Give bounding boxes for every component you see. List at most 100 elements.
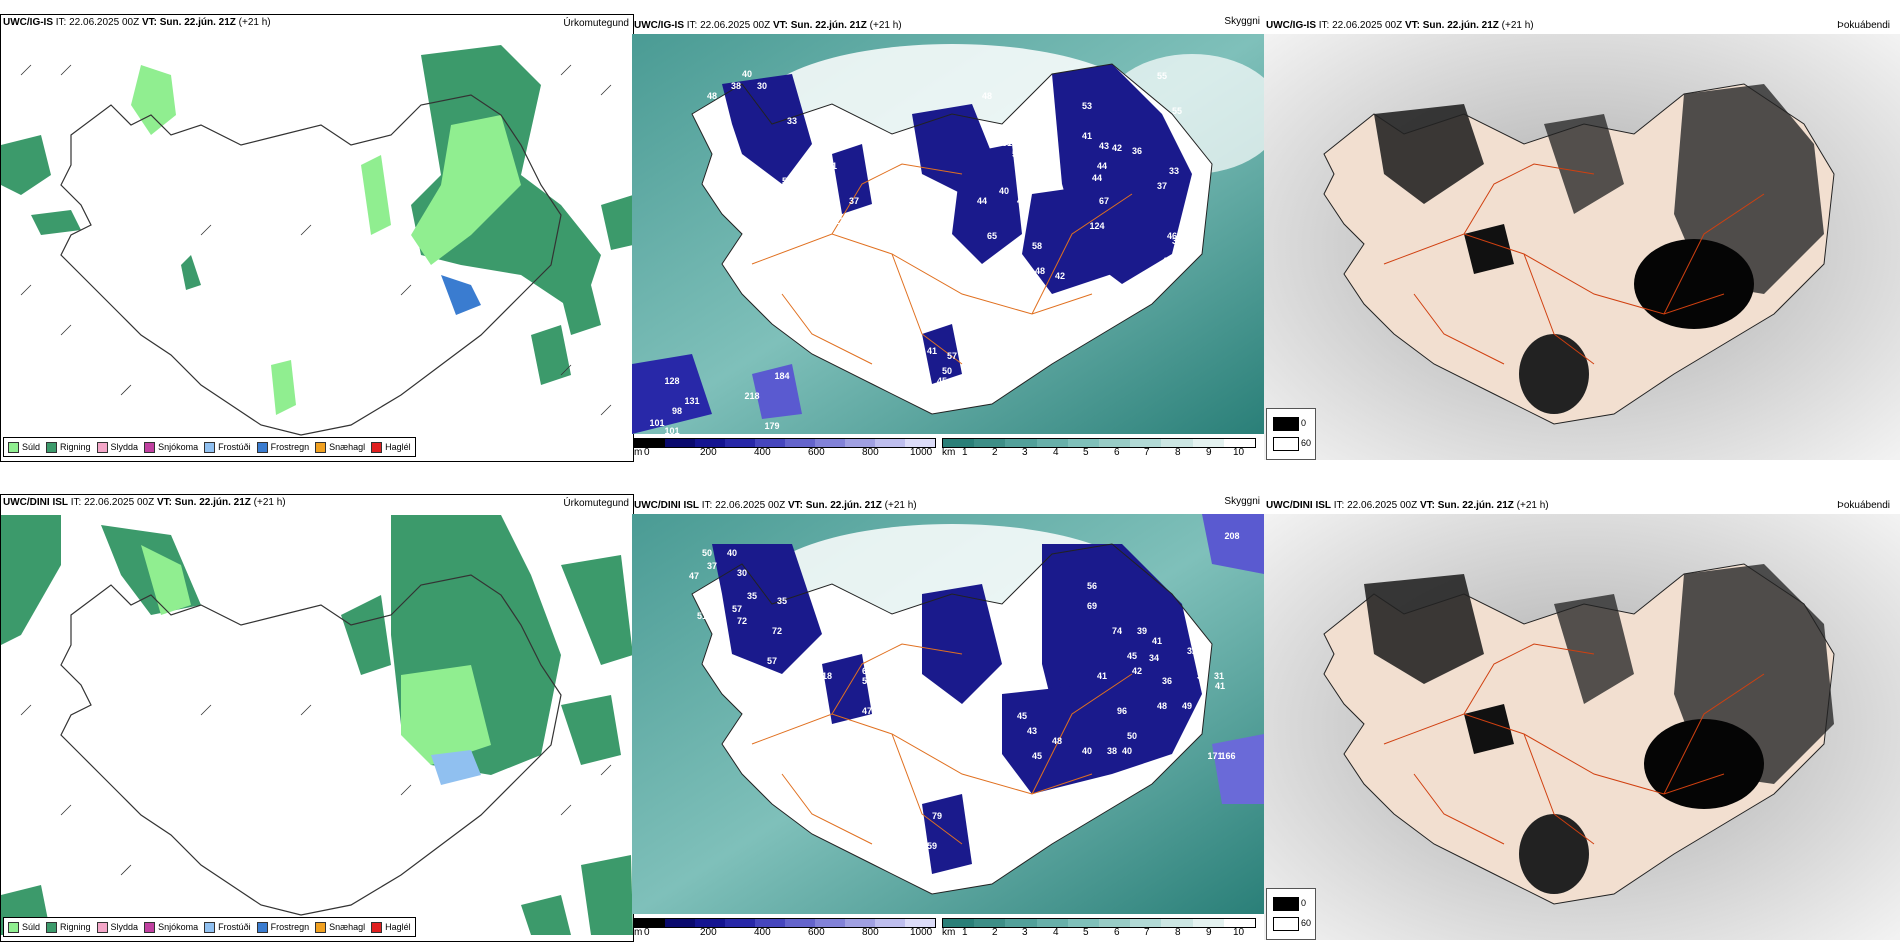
scale-tick: 800 (862, 447, 879, 458)
cloud-base-value-label: 72 (737, 616, 747, 626)
cloud-base-value-label: 50 (702, 548, 712, 558)
cloud-base-value-label: 39 (1137, 626, 1147, 636)
cloud-base-colorbar (634, 438, 936, 448)
cloud-base-value-label: 43 (1162, 256, 1172, 266)
cloud-base-value-label: 72 (772, 626, 782, 636)
fog-map[interactable] (1264, 34, 1900, 460)
cloud-base-value-label: 30 (757, 81, 767, 91)
legend-item: Slydda (96, 441, 138, 453)
cloud-base-value-label: 40 (1122, 746, 1132, 756)
cloud-base-value-label: 45 (937, 376, 947, 386)
cloud-base-value-label: 35 (747, 591, 757, 601)
cloud-base-value-label: 67 (1099, 196, 1109, 206)
scale-tick: 600 (808, 927, 825, 938)
cloud-base-value-label: 36 (1162, 676, 1172, 686)
cloud-base-value-label: 41 (1097, 671, 1107, 681)
cloud-base-value-label: 54 (792, 223, 802, 233)
legend-item: Haglél (371, 441, 411, 453)
cloud-base-value-label: 40 (1082, 746, 1092, 756)
cloud-base-value-label: 35 (777, 596, 787, 606)
cloud-base-value-label: 131 (684, 396, 699, 406)
fog-low-label: 0 (1301, 898, 1307, 908)
legend-item: Rigning (46, 441, 91, 453)
cloud-base-value-label: 37 (1172, 236, 1182, 246)
cloud-base-value-label: 41 (1215, 681, 1225, 691)
fog-low-label: 0 (1301, 418, 1307, 428)
cloud-base-value-label: 46 (1167, 231, 1177, 241)
scale-tick: 6 (1114, 927, 1120, 938)
cloud-base-value-label: 43 (1027, 726, 1037, 736)
precip-map[interactable] (1, 515, 633, 935)
cloud-base-value-label: 40 (742, 69, 752, 79)
cloud-base-value-label: 57 (767, 656, 777, 666)
cloud-base-value-label: 46 (832, 246, 842, 256)
scale-tick: 400 (754, 447, 771, 458)
cloud-base-value-label: 41 (1082, 131, 1092, 141)
precip-legend: Súld Rigning Slydda Snjókoma Frostúði Fr… (3, 917, 416, 937)
cloud-base-value-label: 58 (1032, 241, 1042, 251)
cloud-base-value-label: 74 (987, 261, 997, 271)
cloud-base-value-label: 48 (1157, 701, 1167, 711)
panel-header: UWC/DINI ISL IT: 22.06.2025 00Z VT: Sun.… (634, 500, 917, 511)
scale-tick: 0 (644, 447, 650, 458)
cloud-base-value-label: 47 (862, 706, 872, 716)
legend-item: Snæhagl (315, 921, 365, 933)
scale-tick: 1 (962, 927, 968, 938)
cloud-base-value-label: 171 (1207, 751, 1222, 761)
scale-tick: 5 (1083, 927, 1089, 938)
cloud-base-value-label: 20 (802, 201, 812, 211)
scale-unit: m (634, 447, 643, 458)
cloud-base-value-label: 54 (837, 636, 847, 646)
legend-item: Snjókoma (144, 921, 198, 933)
rain-areas (1, 45, 633, 415)
cloud-base-value-label: 79 (932, 811, 942, 821)
cloud-base-value-label: 48 (1035, 266, 1045, 276)
cloud-base-value-label: 41 (862, 221, 872, 231)
cloud-base-value-label: 49 (952, 246, 962, 256)
precip-title: Úrkomutegund (563, 18, 629, 29)
cloud-base-value-label: 57 (732, 604, 742, 614)
cloud-title: Skyggni (1224, 496, 1260, 507)
cloud-base-scale: m 0 200 400 600 800 1000 (634, 918, 936, 940)
precip-panel-row2: UWC/DINI ISL IT: 22.06.2025 00Z VT: Sun.… (0, 494, 634, 942)
cloud-base-value-label: 36 (1132, 146, 1142, 156)
cloud-base-value-label: 124 (834, 216, 849, 226)
fog-map[interactable] (1264, 514, 1900, 940)
cloud-base-value-label: 45 (1127, 651, 1137, 661)
cloud-base-value-label: 42 (1112, 143, 1122, 153)
fog-panel-row2: UWC/DINI ISL IT: 22.06.2025 00Z VT: Sun.… (1264, 494, 1900, 940)
cloud-base-value-label: 44 (977, 196, 987, 206)
visibility-scale: km 1 2 3 4 5 6 7 8 9 10 (942, 918, 1256, 940)
cloud-base-value-label: 38 (731, 81, 741, 91)
cloud-base-value-label: 37 (707, 561, 717, 571)
legend-item: Snjókoma (144, 441, 198, 453)
cloud-base-value-label: 36 (1157, 266, 1167, 276)
cloud-base-value-label: 55 (1157, 71, 1167, 81)
legend-item: Frostúði (204, 441, 251, 453)
scale-tick: 2 (992, 927, 998, 938)
cloud-base-value-label: 55 (1172, 106, 1182, 116)
cloud-base-value-label: 52 (1002, 126, 1012, 136)
precip-map[interactable] (1, 35, 633, 455)
scale-tick: 2 (992, 447, 998, 458)
cloud-base-value-label: 33 (917, 361, 927, 371)
cloud-base-value-label: 49 (1182, 701, 1192, 711)
cloud-base-value-label: 47 (967, 701, 977, 711)
cloud-base-value-label: 47 (689, 571, 699, 581)
cloud-base-value-label: 56 (722, 126, 732, 136)
scale-tick: 0 (644, 927, 650, 938)
cloud-base-value-label: 54 (852, 251, 862, 261)
scale-tick: 9 (1206, 447, 1212, 458)
cloud-base-value-label: 50 (942, 366, 952, 376)
scale-tick: 1 (962, 447, 968, 458)
cloud-base-value-label: 42 (1055, 271, 1065, 281)
cloud-base-value-label: 48 (997, 826, 1007, 836)
scale-tick: 8 (1175, 927, 1181, 938)
cloud-map[interactable]: 50 40 37 30 47 35 35 51 57 72 72 57 54 62 53 18 47 45 47 45… (632, 514, 1264, 914)
cloud-base-value-label: 18 (822, 671, 832, 681)
panel-header: UWC/DINI ISL IT: 22.06.2025 00Z VT: Sun.… (3, 497, 286, 508)
cloud-base-value-label: 45 (952, 386, 962, 396)
fog-high-label: 60 (1301, 918, 1312, 928)
cloud-map[interactable]: 40 38 30 48 33 56 59 20 61 37 54 124 41 46 54 48 52 51 53 4… (632, 34, 1264, 434)
